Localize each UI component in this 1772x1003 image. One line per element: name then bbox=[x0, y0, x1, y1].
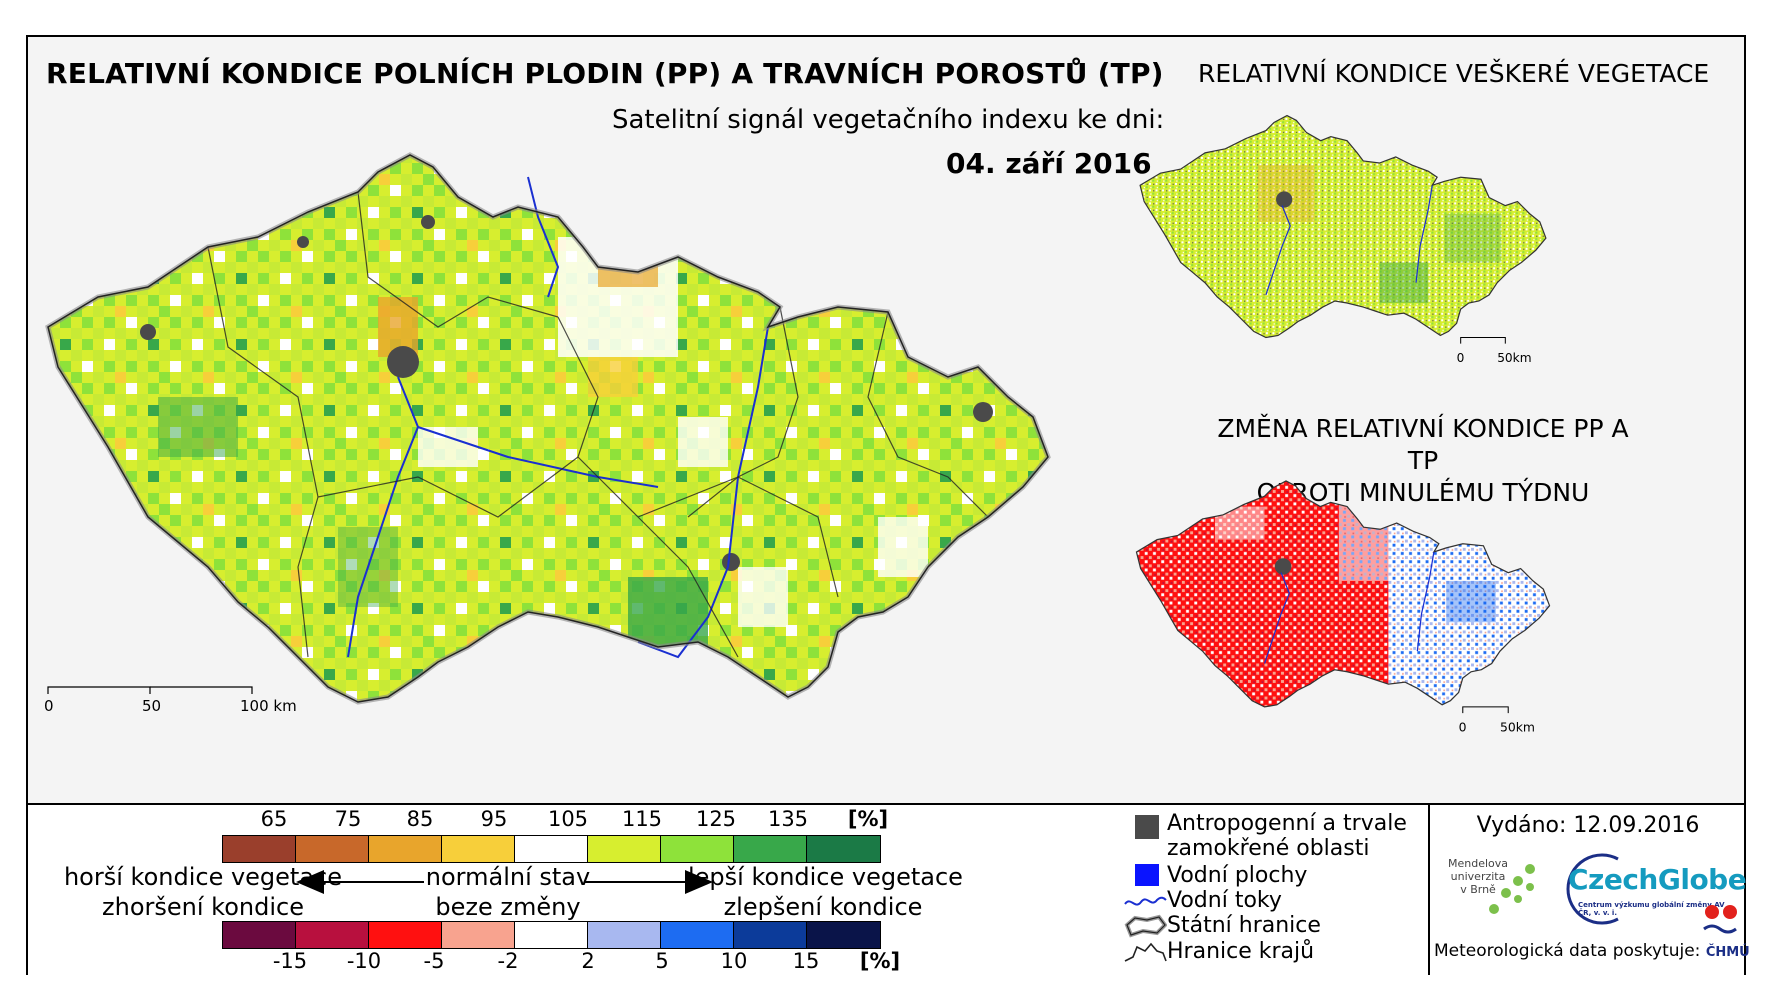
change-swatch bbox=[807, 922, 880, 948]
change-tick: -15 bbox=[272, 949, 308, 973]
symbol-legend: Antropogenní a trvale zamokřené oblasti … bbox=[1123, 805, 1423, 975]
rivers-label: Vodní toky bbox=[1167, 888, 1282, 913]
change-swatch bbox=[515, 922, 588, 948]
subtitle: Satelitní signál vegetačního indexu ke d… bbox=[612, 105, 1165, 135]
condition-swatch bbox=[223, 836, 296, 862]
worse-change-label: zhoršení kondice bbox=[102, 893, 304, 921]
main-title: RELATIVNÍ KONDICE POLNÍCH PLODIN (PP) A … bbox=[46, 57, 1164, 90]
condition-swatch bbox=[807, 836, 880, 862]
vegetation-condition-map: 0 50km bbox=[1139, 114, 1547, 365]
meteo-credit-label: Meteorologická data poskytuje: bbox=[1434, 941, 1701, 961]
mendel-dots-icon bbox=[1489, 864, 1535, 914]
state-border-label: Státní hranice bbox=[1167, 913, 1321, 938]
worse-condition-label: horší kondice vegetace bbox=[63, 863, 343, 891]
change-swatch bbox=[734, 922, 807, 948]
main-condition-map: 0 50 100 km bbox=[44, 152, 1051, 715]
change-swatch bbox=[442, 922, 515, 948]
water-bodies-label: Vodní plochy bbox=[1167, 863, 1308, 888]
legend-regional-border: Hranice krajů bbox=[1123, 939, 1314, 965]
czechglobe-wordmark: CzechGlobe bbox=[1568, 863, 1747, 896]
change-tick: 2 bbox=[581, 949, 595, 973]
left-arrow-icon bbox=[296, 870, 424, 894]
legend-water-bodies: Vodní plochy bbox=[1123, 863, 1307, 889]
condition-tick: 95 bbox=[480, 807, 508, 831]
veg-scale-label-50: 50km bbox=[1497, 351, 1531, 365]
water-body-icon bbox=[1135, 864, 1159, 886]
condition-tick: 105 bbox=[547, 807, 589, 831]
condition-tick: 135 bbox=[767, 807, 809, 831]
regional-border-icon bbox=[1124, 942, 1167, 962]
czechglobe-arc-icon bbox=[1566, 853, 1619, 925]
issued-date: Vydáno: 12.09.2016 bbox=[1476, 813, 1700, 838]
main-scale-label-50: 50 bbox=[142, 697, 161, 715]
condition-tick: 65 bbox=[260, 807, 288, 831]
change-condition-map: 0 50km bbox=[1135, 480, 1551, 735]
change-swatch bbox=[369, 922, 442, 948]
change-unit: [%] bbox=[859, 949, 901, 973]
anthropogenic-area-icon bbox=[1135, 815, 1159, 839]
chmu-label: ČHMÚ bbox=[1705, 945, 1750, 960]
condition-tick: 85 bbox=[406, 807, 434, 831]
condition-tick: 125 bbox=[695, 807, 737, 831]
veg-scale-label-0: 0 bbox=[1457, 351, 1465, 365]
czechglobe-subtitle: Centrum výzkumu globální změny AV ČR, v.… bbox=[1578, 901, 1725, 917]
change-scale-label-0: 0 bbox=[1459, 720, 1467, 735]
legend-anthropogenic: Antropogenní a trvale zamokřené oblasti bbox=[1123, 811, 1407, 861]
better-condition-label: lepší kondice vegetace bbox=[688, 863, 963, 891]
condition-tick: 115 bbox=[621, 807, 663, 831]
chmu-logo-icon bbox=[1703, 905, 1737, 934]
legend-panel: 65 75 85 95 105 115 125 135 [%] horší ko… bbox=[28, 803, 1750, 975]
normal-state-label: normální stav bbox=[425, 863, 591, 891]
mendel-logo-line1: Mendelova bbox=[1448, 857, 1509, 870]
condition-swatch bbox=[661, 836, 734, 862]
change-swatch bbox=[588, 922, 661, 948]
condition-swatch bbox=[588, 836, 661, 862]
condition-swatch bbox=[442, 836, 515, 862]
change-tick-labels: -15 -10 -5 -2 2 5 10 15 [%] bbox=[28, 949, 928, 975]
map-frame: RELATIVNÍ KONDICE POLNÍCH PLODIN (PP) A … bbox=[26, 35, 1750, 975]
change-tick: 10 bbox=[720, 949, 748, 973]
change-swatch bbox=[661, 922, 734, 948]
regional-border-label: Hranice krajů bbox=[1167, 939, 1315, 964]
anthropogenic-label-line2: zamokřené oblasti bbox=[1167, 836, 1370, 861]
change-color-bar bbox=[222, 921, 881, 949]
condition-unit: [%] bbox=[847, 807, 889, 831]
no-change-label: beze změny bbox=[435, 893, 581, 921]
change-tick: -2 bbox=[497, 949, 519, 973]
condition-swatch bbox=[515, 836, 588, 862]
mendel-logo: Mendelova univerzita v Brně bbox=[1448, 857, 1508, 896]
change-tick: 15 bbox=[792, 949, 820, 973]
vegetation-map-title: RELATIVNÍ KONDICE VEŠKERÉ VEGETACE bbox=[1198, 59, 1710, 88]
right-arrow-icon bbox=[585, 870, 713, 894]
condition-color-bar bbox=[222, 835, 881, 863]
issued-logos-box: Vydáno: 12.09.2016 Mendelova univerzita … bbox=[1428, 805, 1750, 975]
river-icon bbox=[1124, 896, 1167, 906]
main-scale-bar bbox=[47, 686, 253, 694]
change-swatch bbox=[296, 922, 369, 948]
condition-swatch bbox=[296, 836, 369, 862]
change-map-title-line1: ZMĚNA RELATIVNÍ KONDICE PP A TP bbox=[1217, 414, 1629, 475]
maps-panel: RELATIVNÍ KONDICE POLNÍCH PLODIN (PP) A … bbox=[28, 37, 1744, 803]
better-change-label: zlepšení kondice bbox=[723, 893, 923, 921]
condition-tick: 75 bbox=[334, 807, 362, 831]
meteo-credit: Meteorologická data poskytuje: ČHMÚ bbox=[1434, 941, 1750, 961]
change-swatch bbox=[223, 922, 296, 948]
mendel-logo-line3: v Brně bbox=[1460, 883, 1496, 896]
change-scale-label-50: 50km bbox=[1500, 720, 1535, 735]
legend-state-border: Státní hranice bbox=[1123, 913, 1321, 939]
anthropogenic-label-line1: Antropogenní a trvale bbox=[1167, 811, 1407, 836]
condition-swatch bbox=[734, 836, 807, 862]
date-label: 04. září 2016 bbox=[946, 147, 1152, 180]
condition-swatch bbox=[369, 836, 442, 862]
state-border-icon bbox=[1124, 914, 1168, 938]
legend-rivers: Vodní toky bbox=[1123, 888, 1282, 914]
mendel-logo-line2: univerzita bbox=[1450, 870, 1506, 883]
main-scale-label-0: 0 bbox=[44, 697, 54, 715]
czechglobe-logo: CzechGlobe Centrum výzkumu globální změn… bbox=[1548, 853, 1747, 925]
change-tick: -10 bbox=[346, 949, 382, 973]
change-tick: 5 bbox=[655, 949, 669, 973]
change-tick: -5 bbox=[423, 949, 445, 973]
main-scale-label-100: 100 km bbox=[240, 697, 297, 715]
condition-tick-labels: 65 75 85 95 105 115 125 135 [%] bbox=[28, 807, 928, 835]
